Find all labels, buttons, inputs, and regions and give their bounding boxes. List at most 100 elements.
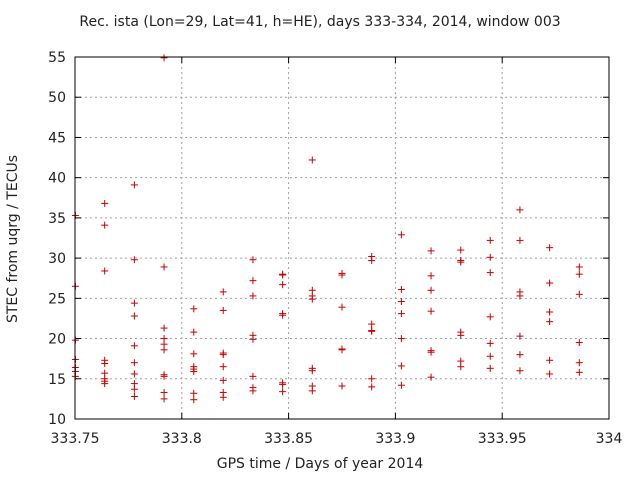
data-point [486,339,494,347]
data-point [427,307,435,315]
data-point [160,346,168,354]
data-point [279,271,287,279]
data-point [546,279,554,287]
data-point [101,359,109,367]
y-tick-label: 15 [48,372,66,388]
data-point [368,383,376,391]
data-point [249,372,257,380]
data-point [279,311,287,319]
data-point [457,258,465,266]
y-tick-label: 25 [48,291,66,307]
data-point [190,350,198,358]
data-point [160,263,168,271]
data-point [160,324,168,332]
data-point [249,256,257,264]
data-point [546,370,554,378]
data-point [457,363,465,371]
data-point [338,303,346,311]
y-tick-label: 20 [48,332,66,348]
data-point [397,231,405,239]
y-tick-label: 10 [48,412,66,428]
data-point [516,351,524,359]
data-point [516,367,524,375]
data-point [130,342,138,350]
y-tick-label: 30 [48,251,66,267]
data-point [190,368,198,376]
data-point [457,246,465,254]
data-point [130,392,138,400]
data-point [190,305,198,313]
data-point [546,318,554,326]
y-tick-label: 45 [48,130,66,146]
plot-frame [74,56,610,420]
data-point [101,380,109,388]
data-point [190,328,198,336]
data-point [130,385,138,393]
data-point [308,295,316,303]
data-point [397,285,405,293]
data-point [486,236,494,244]
data-point [308,387,316,395]
data-point [160,372,168,380]
data-point [130,181,138,189]
data-point [308,156,316,164]
data-point [575,339,583,347]
data-point [575,270,583,278]
data-point [219,376,227,384]
data-point [397,310,405,318]
data-point [516,332,524,340]
data-point [130,299,138,307]
data-point [546,308,554,316]
data-point [397,335,405,343]
data-point [160,54,168,62]
data-point [101,221,109,229]
data-point [160,388,168,396]
data-point [486,313,494,321]
data-point [368,257,376,265]
data-point [249,387,257,395]
data-points [71,54,583,404]
data-point [190,389,198,397]
x-tick-label: 333.8 [162,431,202,447]
data-point [101,267,109,275]
data-point [219,288,227,296]
data-point [397,362,405,370]
x-tick-label: 333.75 [51,431,100,447]
data-point [546,356,554,364]
data-point [308,367,316,375]
x-tick-label: 333.95 [478,431,527,447]
data-point [516,292,524,300]
data-point [249,292,257,300]
data-point [516,236,524,244]
data-point [486,253,494,261]
data-point [130,312,138,320]
data-point [279,281,287,289]
data-point [575,263,583,271]
data-point [546,244,554,252]
data-point [130,256,138,264]
data-point [486,269,494,277]
data-point [249,335,257,343]
x-tick-label: 334 [596,431,623,447]
x-axis-label: GPS time / Days of year 2014 [216,456,424,472]
data-point [516,206,524,214]
axis-ticks: 333.75 333.8 333.85 333.9 333.95 334 10 15 20 25 3… [48,50,622,447]
data-point [338,382,346,390]
data-point [279,380,287,388]
data-point [101,199,109,207]
data-point [219,363,227,371]
data-point [219,306,227,314]
data-point [457,331,465,339]
x-tick-label: 333.9 [375,431,415,447]
data-point [368,375,376,383]
grid-lines [75,57,609,419]
y-tick-label: 35 [48,211,66,227]
x-tick-label: 333.85 [264,431,313,447]
data-point [368,327,376,335]
y-tick-label: 55 [48,50,66,66]
data-point [219,351,227,359]
y-tick-label: 40 [48,171,66,187]
y-tick-label: 50 [48,90,66,106]
data-point [427,247,435,255]
